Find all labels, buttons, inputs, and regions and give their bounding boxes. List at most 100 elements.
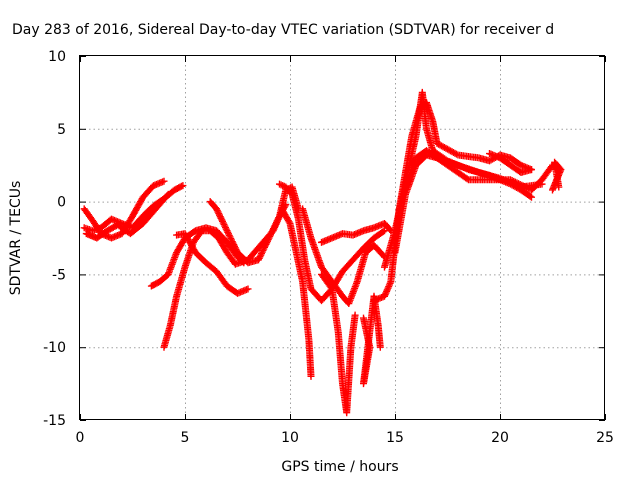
- plus-marker: [521, 183, 529, 191]
- plus-marker: [216, 213, 224, 221]
- plus-marker: [262, 240, 270, 248]
- plus-marker: [277, 181, 285, 189]
- series-19: [549, 158, 565, 194]
- plus-marker: [276, 180, 283, 188]
- plus-marker: [220, 220, 228, 228]
- plus-marker: [256, 253, 264, 261]
- x-tick-label: 0: [76, 430, 85, 446]
- plus-marker: [214, 208, 222, 216]
- series-9: [278, 205, 315, 380]
- plus-marker: [215, 210, 223, 218]
- plus-marker: [273, 217, 281, 225]
- y-tick-label: 10: [48, 49, 66, 65]
- series-10: [299, 205, 388, 308]
- plus-marker: [225, 231, 233, 239]
- plus-marker: [263, 239, 271, 247]
- plus-marker: [260, 245, 268, 253]
- plus-marker: [258, 250, 265, 258]
- plus-marker: [229, 239, 237, 247]
- plus-marker: [221, 222, 229, 230]
- plus-marker: [518, 181, 526, 189]
- plus-marker: [282, 201, 290, 209]
- series-7: [206, 198, 290, 267]
- plus-marker: [273, 218, 280, 226]
- x-tick-label: 10: [281, 430, 299, 446]
- plus-marker: [516, 180, 524, 188]
- x-tick-label: 5: [181, 430, 190, 446]
- plus-marker: [351, 311, 359, 319]
- plus-marker: [511, 178, 519, 186]
- plus-marker: [178, 182, 185, 190]
- plus-marker: [507, 176, 514, 184]
- plus-marker: [219, 217, 226, 225]
- plus-marker: [285, 218, 293, 226]
- series-8: [276, 180, 388, 305]
- plus-marker: [270, 225, 277, 233]
- plus-marker: [228, 236, 235, 244]
- plus-marker: [279, 182, 287, 190]
- series-12: [318, 219, 395, 246]
- plus-marker: [255, 256, 262, 264]
- plus-marker: [257, 251, 265, 259]
- plus-marker: [264, 236, 272, 244]
- plot-frame: [79, 55, 605, 420]
- plus-marker: [222, 224, 229, 232]
- plus-marker: [216, 211, 223, 219]
- plus-marker: [453, 150, 460, 158]
- plus-marker: [376, 343, 384, 351]
- plus-marker: [213, 206, 221, 214]
- plus-marker: [379, 228, 387, 236]
- plus-marker: [160, 177, 168, 185]
- plus-marker: [269, 226, 277, 234]
- y-tick-label: 0: [57, 195, 66, 211]
- plus-marker: [264, 237, 271, 245]
- plus-marker: [265, 234, 273, 242]
- plus-marker: [513, 179, 521, 187]
- tick-labels: 0 5 10 15 20 25 -15 -10 -5 0 5 10: [43, 49, 614, 446]
- plus-marker: [231, 242, 238, 250]
- plus-marker: [508, 177, 516, 185]
- series-18: [486, 150, 535, 176]
- series-3: [82, 190, 172, 242]
- plus-marker: [163, 192, 171, 200]
- plus-marker: [528, 166, 535, 174]
- plus-marker: [218, 216, 226, 224]
- plus-marker: [526, 192, 534, 200]
- plus-marker: [523, 184, 531, 192]
- plus-marker: [261, 242, 269, 250]
- y-tick-label: -10: [43, 340, 66, 356]
- y-tick-label: 5: [57, 122, 66, 138]
- y-axis-label: SDTVAR / TECUs: [8, 181, 24, 296]
- plus-marker: [255, 254, 263, 262]
- plus-marker: [225, 230, 232, 238]
- plus-marker: [244, 285, 252, 293]
- series-13: [360, 292, 384, 388]
- y-tick-label: -5: [52, 267, 66, 283]
- x-tick-label: 15: [386, 430, 404, 446]
- plus-marker: [267, 229, 275, 237]
- plus-marker: [274, 215, 282, 223]
- plus-marker: [227, 235, 235, 243]
- plus-marker: [381, 227, 388, 235]
- plus-marker: [164, 190, 172, 198]
- plus-marker: [258, 248, 266, 256]
- plus-marker: [231, 244, 239, 252]
- x-axis-label: GPS time / hours: [281, 459, 398, 475]
- plus-marker: [219, 219, 227, 227]
- plus-marker: [463, 175, 471, 183]
- plus-marker: [307, 372, 315, 380]
- x-tick-label: 25: [596, 430, 614, 446]
- plus-marker: [226, 233, 234, 241]
- plus-marker: [270, 223, 278, 231]
- plus-marker: [515, 180, 523, 188]
- series-17: [402, 147, 563, 194]
- plus-marker: [223, 227, 231, 235]
- plus-marker: [510, 177, 518, 185]
- plus-marker: [271, 222, 279, 230]
- plus-marker: [528, 193, 535, 201]
- plus-marker: [555, 183, 563, 191]
- series-6: [173, 230, 252, 297]
- plus-marker: [230, 241, 238, 249]
- data-points: [80, 88, 565, 417]
